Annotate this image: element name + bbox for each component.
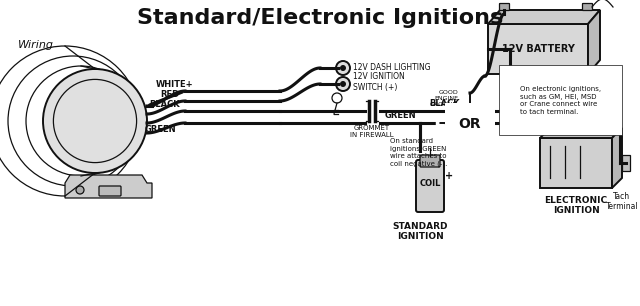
Text: BLACK: BLACK [429,99,460,108]
Polygon shape [488,10,600,24]
Text: BLACK: BLACK [150,100,180,109]
Text: GOOD
ENGINE
GROUND: GOOD ENGINE GROUND [429,90,458,106]
Circle shape [336,77,350,91]
Text: STANDARD
IGNITION: STANDARD IGNITION [392,222,448,241]
FancyBboxPatch shape [488,24,588,74]
Text: GROMMET
IN FIREWALL: GROMMET IN FIREWALL [350,125,394,138]
Text: Standard/Electronic Ignitions: Standard/Electronic Ignitions [137,8,503,28]
Text: GREEN: GREEN [384,111,416,120]
Text: On electronic ignitions,
such as GM, HEI, MSD
or Crane connect wire
to tach term: On electronic ignitions, such as GM, HEI… [520,86,601,114]
Polygon shape [588,10,600,74]
FancyBboxPatch shape [622,155,630,171]
FancyBboxPatch shape [582,3,593,10]
FancyBboxPatch shape [99,186,121,196]
Text: 12V IGNITION
SWITCH (+): 12V IGNITION SWITCH (+) [353,72,404,92]
Text: On standard
ignitions GREEN
wire attaches to
coil negative (-).: On standard ignitions GREEN wire attache… [390,138,447,167]
FancyBboxPatch shape [416,160,444,212]
Polygon shape [65,175,152,198]
Circle shape [76,186,84,194]
Text: WHITE+: WHITE+ [156,80,194,89]
Text: GREEN: GREEN [524,110,556,119]
Text: 12V BATTERY: 12V BATTERY [502,44,575,54]
Polygon shape [540,128,622,138]
Text: ELECTRONIC
IGNITION: ELECTRONIC IGNITION [545,196,607,215]
FancyBboxPatch shape [499,3,509,10]
FancyBboxPatch shape [540,138,612,188]
Polygon shape [612,128,622,188]
Ellipse shape [43,69,147,173]
Text: +: + [445,171,453,181]
Text: OR: OR [459,117,481,131]
Circle shape [340,81,346,87]
Text: GREEN: GREEN [144,125,176,134]
FancyBboxPatch shape [420,155,440,167]
Text: 12V DASH LIGHTING: 12V DASH LIGHTING [353,64,431,73]
Text: Tach
Terminal: Tach Terminal [605,192,638,211]
Circle shape [336,61,350,75]
Text: COIL: COIL [419,178,441,188]
Text: RED: RED [161,90,180,99]
Text: Wiring: Wiring [18,40,54,50]
Circle shape [340,65,346,71]
